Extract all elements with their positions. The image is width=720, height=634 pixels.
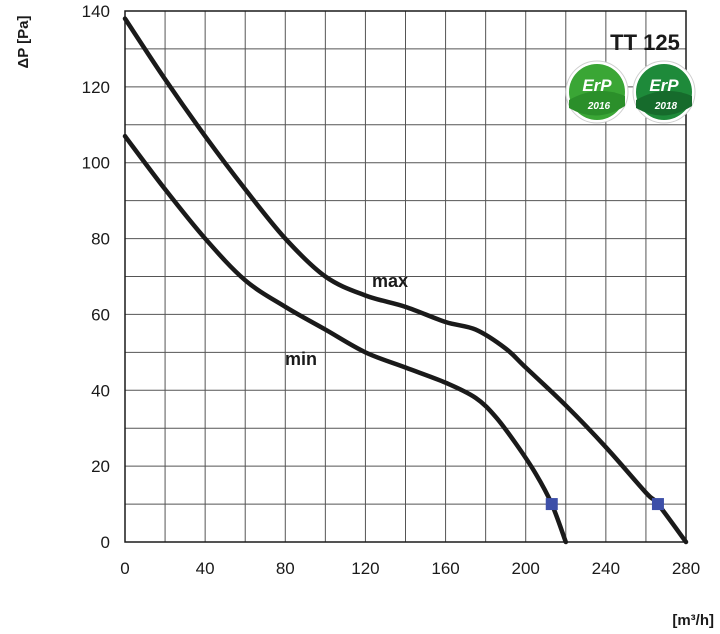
x-axis-ticks: 0 40 80 120 160 200 240 280 [120,559,700,578]
marker-max [651,498,664,511]
y-axis-ticks: 0 20 40 60 80 100 120 140 [82,2,110,552]
chart-grid [124,10,687,543]
x-tick-label: 80 [276,559,295,578]
marker-min [545,498,558,511]
y-tick-label: 40 [91,381,110,400]
y-tick-label: 100 [82,154,110,173]
x-tick-label: 120 [351,559,379,578]
chart-markers [545,498,664,511]
series-label-min: min [285,349,317,369]
x-tick-label: 280 [672,559,700,578]
series-line-min [122,133,569,545]
chart-title: TT 125 [610,30,680,55]
chart-series [122,16,689,545]
series-line-max [122,16,689,545]
y-tick-label: 60 [91,305,110,324]
plot-frame [124,10,687,543]
erp-2018-badge-year: 2018 [654,101,678,112]
y-tick-label: 140 [82,2,110,21]
series-label-max: max [372,271,408,291]
y-tick-label: 20 [91,457,110,476]
erp-2016-badge: ErP 2016 [565,60,629,124]
erp-2016-badge-year: 2016 [587,101,611,112]
y-tick-label: 120 [82,78,110,97]
x-tick-label: 160 [431,559,459,578]
erp-2018-badge-text: ErP [649,76,679,95]
x-tick-label: 200 [512,559,540,578]
y-tick-label: 80 [91,230,110,249]
y-axis-label: ΔP [Pa] [15,15,32,68]
x-axis-label: [m³/h] [672,612,714,629]
y-tick-label: 0 [101,533,110,552]
erp-2018-badge: ErP 2018 [632,60,696,124]
erp-2016-badge-text: ErP [582,76,612,95]
x-tick-label: 40 [196,559,215,578]
x-tick-label: 240 [592,559,620,578]
x-tick-label: 0 [120,559,129,578]
